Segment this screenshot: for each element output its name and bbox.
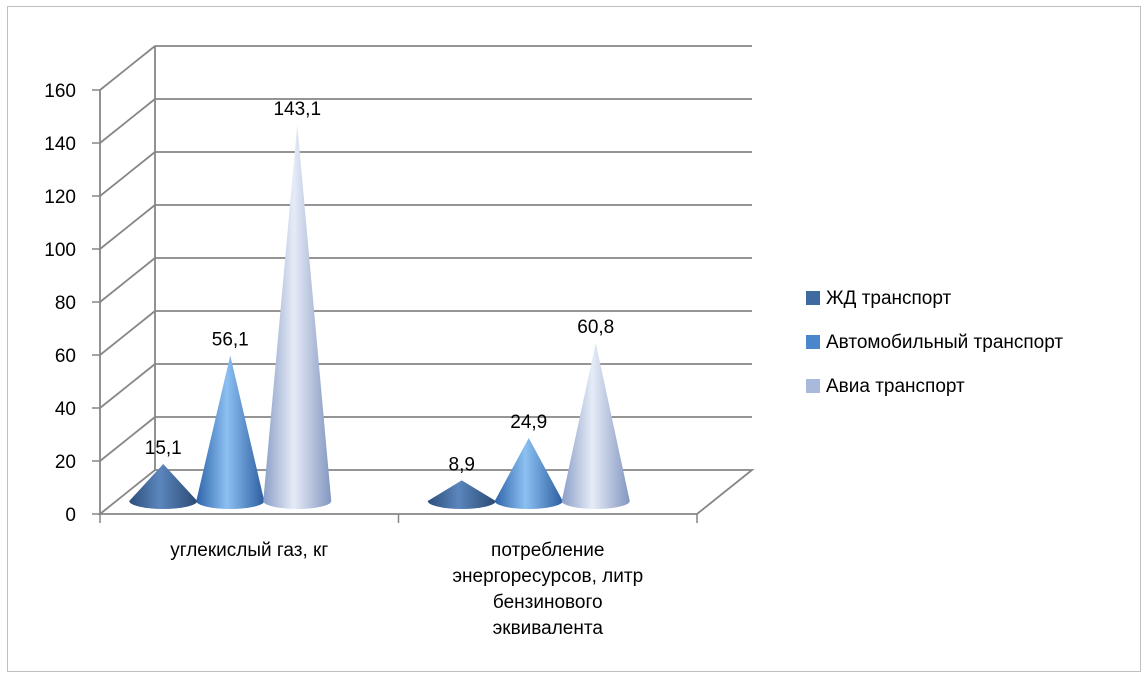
gridline-side-140 bbox=[99, 98, 156, 144]
legend-label: ЖД транспорт bbox=[826, 288, 952, 309]
category-label-line: углекислый газ, кг bbox=[170, 540, 328, 561]
category-labels: углекислый газ, кг потребление энергоресур… bbox=[170, 540, 643, 639]
chart-floor bbox=[97, 469, 755, 515]
y-tick-label: 60 bbox=[55, 346, 76, 367]
gridline-side-60 bbox=[99, 310, 156, 356]
category-label: углекислый газ, кг bbox=[170, 540, 328, 561]
y-tick-label: 140 bbox=[44, 134, 76, 155]
data-label: 8,9 bbox=[449, 454, 475, 475]
legend: ЖД транспорт Автомобильный транспорт Авиа … bbox=[806, 288, 1063, 397]
cones bbox=[129, 124, 630, 509]
gridline-side-120 bbox=[99, 151, 156, 197]
cone-2-2 bbox=[494, 438, 563, 509]
y-tick-label: 160 bbox=[44, 81, 76, 102]
y-tick-label: 120 bbox=[44, 187, 76, 208]
axes bbox=[92, 46, 698, 523]
cone-3-1 bbox=[263, 124, 332, 509]
legend-label: Авиа транспорт bbox=[826, 376, 965, 397]
cone-3-2 bbox=[561, 342, 630, 509]
cone-1-1 bbox=[129, 463, 198, 509]
gridline-side-160 bbox=[99, 45, 156, 91]
data-labels: 15,1 56,1 143,1 8,9 24,9 60,8 bbox=[145, 99, 614, 476]
data-label: 60,8 bbox=[577, 317, 614, 338]
y-tick-labels: 0 20 40 60 80 100 120 140 160 bbox=[44, 81, 76, 526]
cone-1-2 bbox=[427, 480, 496, 509]
legend-swatch bbox=[806, 335, 820, 349]
data-label: 24,9 bbox=[510, 412, 547, 433]
y-tick-label: 20 bbox=[55, 452, 76, 473]
data-label: 56,1 bbox=[212, 329, 249, 350]
legend-swatch bbox=[806, 379, 820, 393]
gridline-side-80 bbox=[99, 257, 156, 303]
category-label-line: бензинового bbox=[493, 592, 603, 613]
gridline-side-100 bbox=[99, 204, 156, 250]
y-tick-label: 40 bbox=[55, 399, 76, 420]
cone-2-1 bbox=[196, 355, 265, 509]
y-tick-label: 100 bbox=[44, 240, 76, 261]
legend-label: Автомобильный транспорт bbox=[826, 332, 1063, 353]
y-tick-label: 0 bbox=[65, 505, 76, 526]
data-label: 143,1 bbox=[273, 99, 321, 120]
category-label-line: потребление bbox=[491, 540, 604, 561]
gridlines bbox=[97, 45, 755, 515]
gridline-side-20 bbox=[99, 416, 156, 462]
y-tick-label: 80 bbox=[55, 293, 76, 314]
data-label: 15,1 bbox=[145, 438, 182, 459]
gridline-side-40 bbox=[99, 363, 156, 409]
legend-swatch bbox=[806, 291, 820, 305]
category-label: потребление энергоресурсов, литр бензиново… bbox=[452, 540, 643, 639]
category-label-line: энергоресурсов, литр bbox=[452, 566, 643, 587]
chart-frame bbox=[7, 6, 1141, 672]
category-label-line: эквивалента bbox=[493, 618, 604, 639]
